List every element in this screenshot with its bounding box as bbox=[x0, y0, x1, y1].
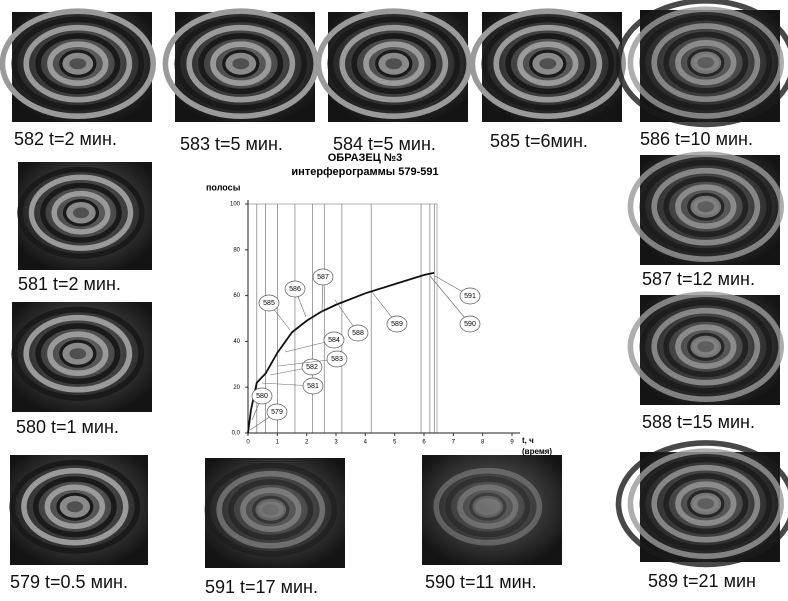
annotation: 581 bbox=[307, 383, 319, 390]
x-tick-label: 2 bbox=[305, 440, 309, 446]
y-tick-label: 20 bbox=[233, 385, 240, 391]
caption: 581 t=2 мин. bbox=[18, 274, 121, 294]
caption: 588 t=15 мин. bbox=[642, 412, 755, 432]
annotation: 587 bbox=[317, 274, 329, 281]
caption: 589 t=21 мин bbox=[648, 571, 756, 591]
y-tick-label: 0,0 bbox=[232, 431, 241, 437]
interferogram bbox=[2, 11, 153, 122]
interferogram bbox=[619, 1, 788, 125]
x-axis-sublabel: (время) bbox=[522, 447, 552, 456]
fringe-core bbox=[697, 201, 714, 212]
annotation: 588 bbox=[352, 330, 364, 337]
caption: 583 t=5 мин. bbox=[180, 134, 283, 154]
annotation: 584 bbox=[328, 337, 340, 344]
y-tick-label: 40 bbox=[233, 339, 240, 345]
chart-subtitle: интерферограммы 579-591 bbox=[291, 166, 438, 178]
fringe-core bbox=[697, 57, 714, 68]
fringe-core bbox=[385, 58, 402, 69]
x-tick-label: 6 bbox=[422, 440, 426, 446]
fringe-core bbox=[479, 501, 496, 512]
annotation: 591 bbox=[464, 293, 476, 300]
interferogram bbox=[205, 458, 345, 568]
interferogram bbox=[10, 455, 148, 565]
x-tick-label: 1 bbox=[276, 440, 280, 446]
fringe-core bbox=[232, 58, 249, 69]
x-tick-label: 3 bbox=[334, 440, 338, 446]
interferogram bbox=[422, 455, 562, 565]
caption: 579 t=0.5 мин. bbox=[10, 572, 128, 592]
x-tick-label: 8 bbox=[481, 440, 485, 446]
annotation: 582 bbox=[306, 364, 318, 371]
caption: 582 t=2 мин. bbox=[14, 129, 117, 149]
interferogram bbox=[318, 11, 469, 122]
fringe-core bbox=[262, 504, 279, 515]
interferogram bbox=[630, 154, 781, 265]
caption: 580 t=1 мин. bbox=[16, 417, 119, 437]
interferogram bbox=[12, 302, 152, 412]
fringe-core bbox=[539, 58, 556, 69]
caption: 584 t=5 мин. bbox=[333, 134, 436, 154]
fringe-core bbox=[67, 501, 84, 512]
x-tick-label: 0 bbox=[246, 440, 250, 446]
chart-title: ОБРАЗЕЦ №3 bbox=[328, 152, 402, 164]
fringe-core bbox=[697, 498, 714, 509]
annotation: 579 bbox=[271, 409, 283, 416]
caption: 587 t=12 мин. bbox=[642, 269, 755, 289]
interferogram bbox=[18, 162, 152, 270]
annotation: 586 bbox=[289, 286, 301, 293]
annotation: 589 bbox=[391, 321, 403, 328]
y-tick-label: 100 bbox=[230, 202, 241, 208]
fringe-core bbox=[69, 348, 86, 359]
annotation: 590 bbox=[464, 321, 476, 328]
caption: 590 t=11 мин. bbox=[425, 572, 537, 592]
x-tick-label: 7 bbox=[452, 440, 456, 446]
x-tick-label: 4 bbox=[364, 440, 368, 446]
x-tick-label: 5 bbox=[393, 440, 397, 446]
interferogram bbox=[165, 11, 316, 122]
interferogram bbox=[472, 11, 623, 122]
interferogram bbox=[630, 294, 781, 405]
y-axis-label: полосы bbox=[206, 182, 241, 192]
x-tick-label: 9 bbox=[510, 440, 514, 446]
annotation: 580 bbox=[256, 393, 268, 400]
fringe-core bbox=[697, 341, 714, 352]
fringe-core bbox=[69, 58, 86, 69]
annotation: 583 bbox=[331, 356, 343, 363]
caption: 591 t=17 мин. bbox=[205, 577, 318, 596]
y-tick-label: 60 bbox=[233, 293, 240, 299]
caption: 586 t=10 мин. bbox=[640, 129, 753, 149]
y-tick-label: 80 bbox=[233, 247, 240, 253]
x-axis-label: t, ч bbox=[522, 436, 534, 445]
fringe-core bbox=[73, 207, 89, 218]
caption: 585 t=6мин. bbox=[490, 131, 588, 151]
interferogram bbox=[619, 443, 788, 565]
annotation: 585 bbox=[263, 300, 275, 307]
